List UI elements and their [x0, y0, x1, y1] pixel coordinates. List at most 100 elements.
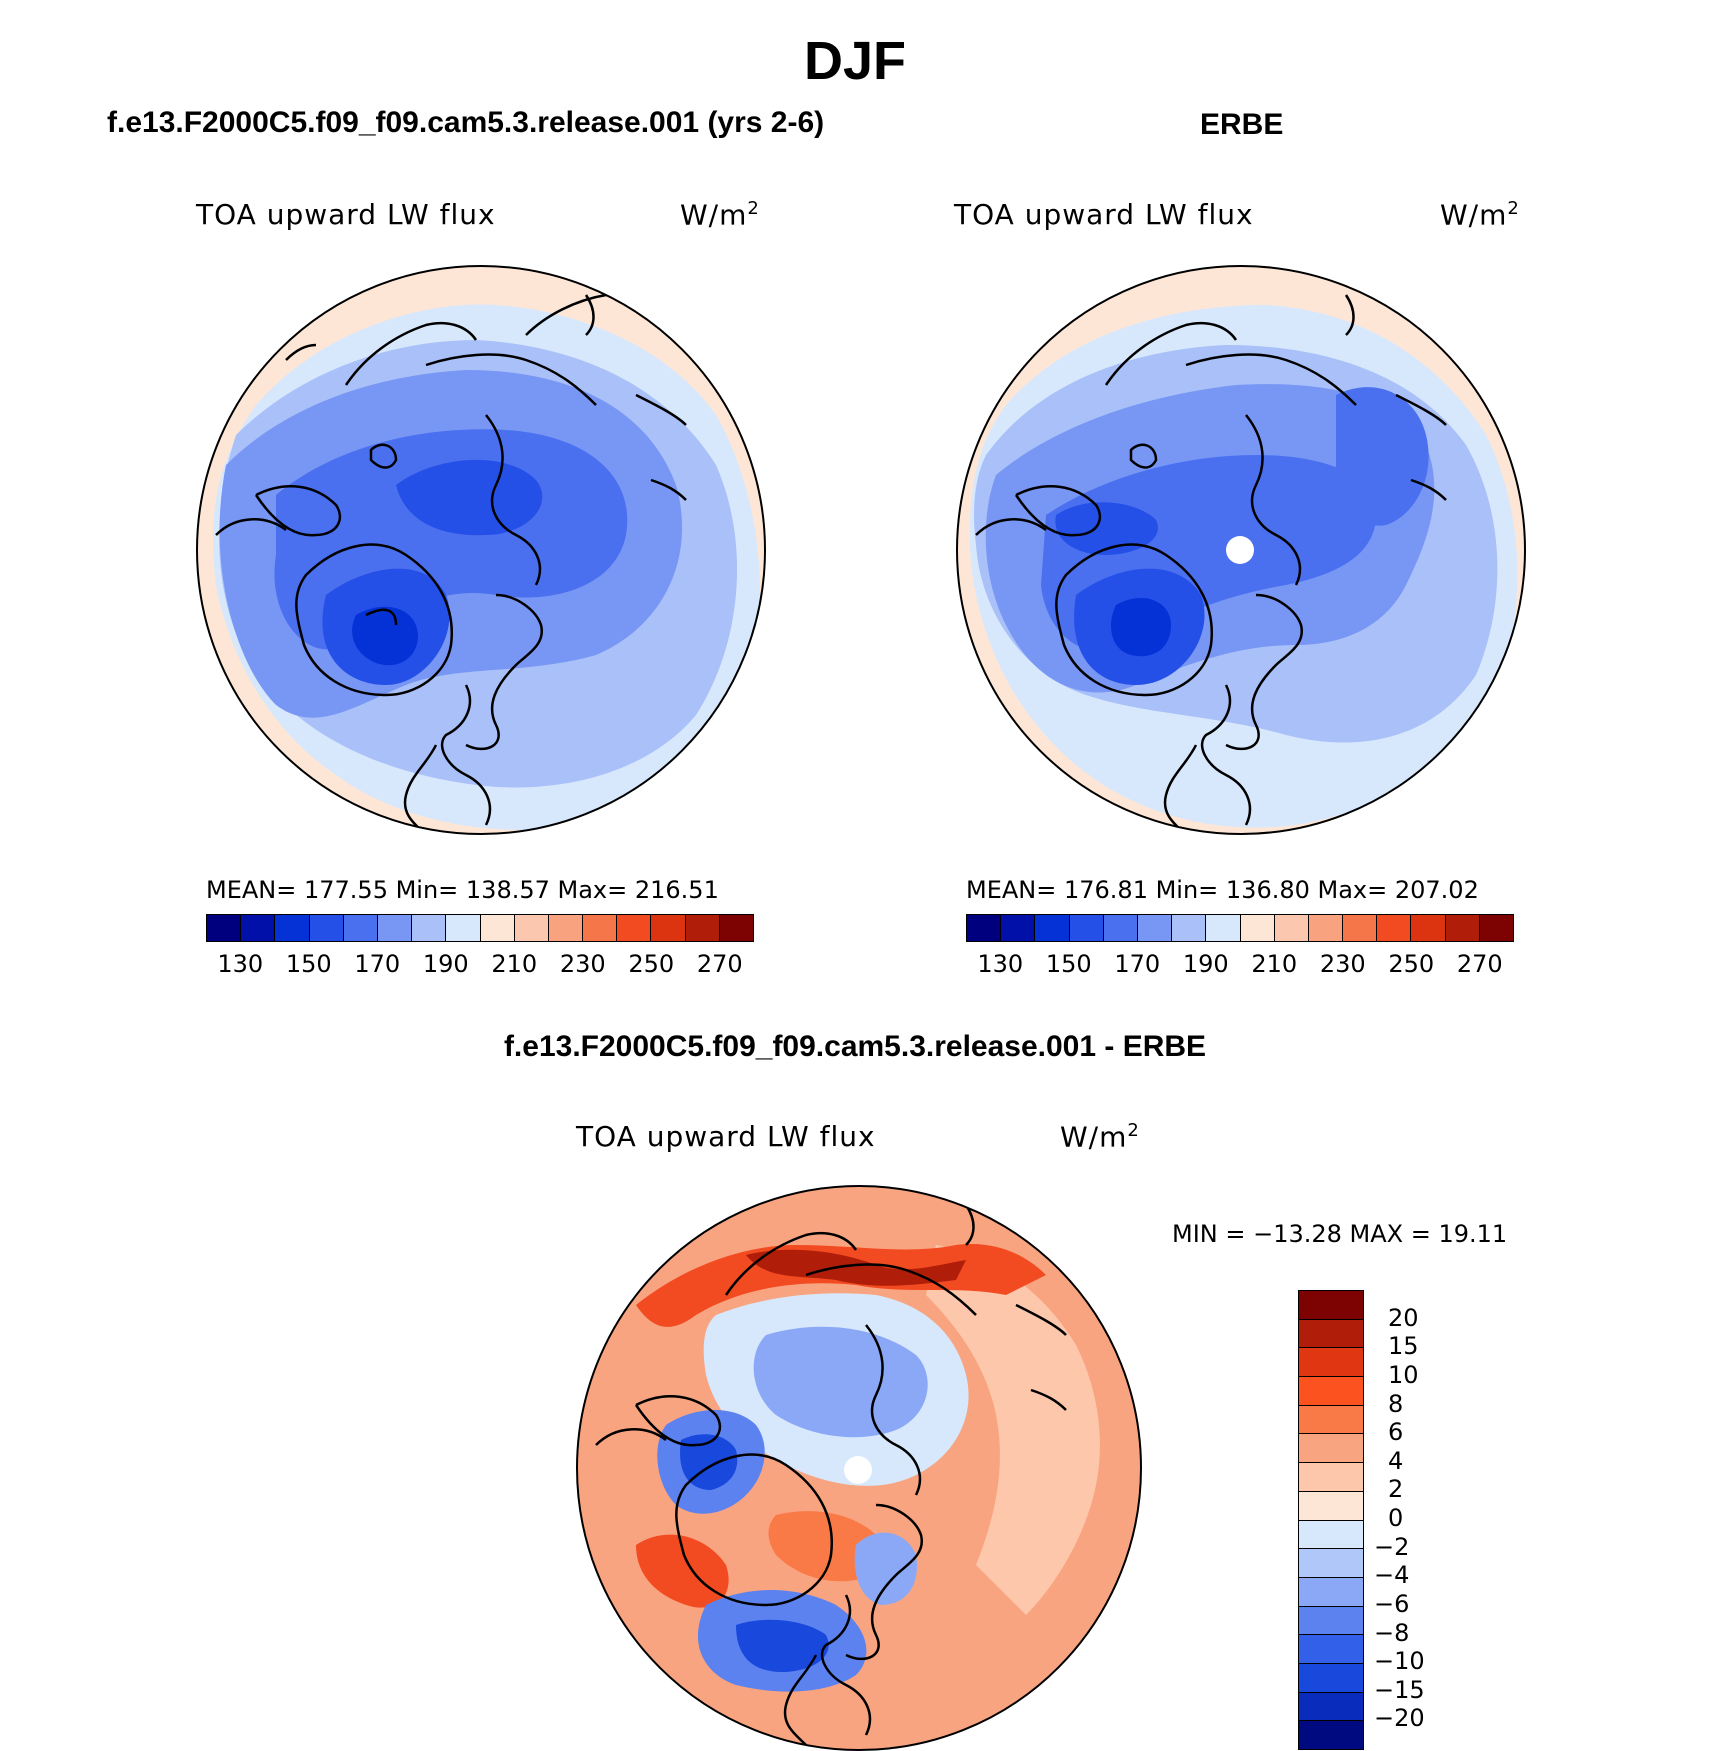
colorbar-tick-label: 150: [285, 950, 332, 978]
colorbar-swatch: [1377, 915, 1412, 941]
contour-greenland-min: [1111, 597, 1171, 657]
colorbar-tick-label: 20: [1388, 1303, 1419, 1332]
colorbar-swatch: [1299, 1348, 1363, 1378]
colorbar-tick-label: −6: [1374, 1589, 1410, 1618]
diff-panel-title: f.e13.F2000C5.f09_f09.cam5.3.release.001…: [503, 1030, 1207, 1063]
obs-colorbar: 130 150 170 190 210 230 250 270: [966, 914, 1514, 982]
colorbar-tick-label: 270: [696, 950, 743, 978]
colorbar-swatch: [1299, 1291, 1363, 1320]
pole-hole: [844, 1456, 872, 1484]
obs-polar-map: [956, 265, 1526, 835]
model-variable-label: TOA upward LW flux: [196, 198, 496, 231]
colorbar-swatch: [1001, 915, 1036, 941]
contour-canadian-low: [1055, 502, 1158, 555]
colorbar-swatch: [1445, 915, 1480, 941]
colorbar-tick-label: −2: [1374, 1532, 1410, 1561]
model-stats: MEAN= 177.55 Min= 138.57 Max= 216.51: [206, 876, 719, 904]
colorbar-swatch: [719, 915, 753, 941]
colorbar-swatch: [1299, 1549, 1363, 1578]
colorbar-swatch: [1206, 915, 1241, 941]
colorbar-tick-label: −20: [1374, 1704, 1425, 1733]
obs-stats: MEAN= 176.81 Min= 136.80 Max= 207.02: [966, 876, 1479, 904]
model-colorbar: 130 150 170 190 210 230 250 270: [206, 914, 754, 982]
colorbar-swatch: [480, 915, 515, 941]
figure-title: DJF: [803, 31, 906, 91]
colorbar-swatch: [1035, 915, 1070, 941]
positive-band-greenland-sea: [768, 1511, 880, 1582]
colorbar-swatch: [207, 915, 242, 941]
colorbar-swatch: [1299, 1491, 1363, 1521]
diff-units-label: W/m2: [1060, 1120, 1140, 1154]
model-units-label: W/m2: [680, 198, 760, 232]
colorbar-swatch: [275, 915, 310, 941]
colorbar-tick-label: 270: [1456, 950, 1503, 978]
colorbar-tick-label: 250: [1388, 950, 1435, 978]
model-polar-map: [196, 265, 766, 835]
colorbar-swatch: [343, 915, 378, 941]
colorbar-swatch: [1299, 1606, 1363, 1636]
positive-band-west: [636, 1534, 729, 1608]
obs-panel-title: ERBE: [1200, 108, 1284, 141]
colorbar-tick-label: 15: [1388, 1332, 1419, 1361]
coastlines: [975, 294, 1447, 834]
colorbar-swatch: [967, 915, 1002, 941]
colorbar-tick-label: 4: [1388, 1446, 1404, 1475]
colorbar-swatch: [1069, 915, 1104, 941]
colorbar-swatch: [651, 915, 686, 941]
colorbar-swatch: [1274, 915, 1309, 941]
colorbar-tick-label: 130: [217, 950, 264, 978]
colorbar-tick-label: −8: [1374, 1618, 1410, 1647]
colorbar-tick-label: 170: [1114, 950, 1161, 978]
colorbar-tick-label: −4: [1374, 1561, 1410, 1590]
diff-stats: MIN = −13.28 MAX = 19.11: [1172, 1220, 1508, 1248]
colorbar-swatch: [1411, 915, 1446, 941]
colorbar-tick-label: 210: [491, 950, 538, 978]
colorbar-swatch: [1299, 1434, 1363, 1464]
colorbar-tick-label: 150: [1045, 950, 1092, 978]
colorbar-tick-label: 230: [559, 950, 606, 978]
colorbar-swatch: [1308, 915, 1344, 941]
colorbar-tick-label: 10: [1388, 1360, 1419, 1389]
colorbar-swatch: [412, 915, 447, 941]
coastlines: [595, 1204, 1067, 1746]
colorbar-tick-label: 230: [1319, 950, 1366, 978]
colorbar-tick-label: 8: [1388, 1389, 1404, 1418]
obs-units-label: W/m2: [1440, 198, 1520, 232]
colorbar-swatch: [1172, 915, 1207, 941]
colorbar-swatches: [206, 914, 754, 942]
colorbar-swatch: [241, 915, 276, 941]
colorbar-swatch: [1137, 915, 1173, 941]
contour-east-low: [1336, 387, 1429, 526]
colorbar-tick-label: 250: [628, 950, 675, 978]
colorbar-tick-label: 0: [1388, 1504, 1404, 1532]
positive-band-north-core: [746, 1249, 966, 1286]
obs-variable-label: TOA upward LW flux: [954, 198, 1254, 231]
colorbar-swatch: [1103, 915, 1138, 941]
colorbar-swatch: [1299, 1520, 1363, 1550]
negative-barents: [854, 1532, 917, 1605]
colorbar-swatch: [1299, 1663, 1363, 1693]
colorbar-swatch: [1479, 915, 1513, 941]
colorbar-swatch: [548, 915, 584, 941]
colorbar-swatches: [1298, 1290, 1364, 1750]
colorbar-ticks: 130 150 170 190 210 230 250 270: [966, 942, 1514, 982]
colorbar-swatch: [1343, 915, 1378, 941]
colorbar-swatch: [617, 915, 652, 941]
diff-variable-label: TOA upward LW flux: [576, 1120, 876, 1153]
colorbar-swatch: [1299, 1405, 1363, 1435]
colorbar-ticks: 20 15 10 8 6 4 2 0 −2 −4 −6 −8 −10 −15 −20: [1374, 1290, 1454, 1748]
colorbar-tick-label: 190: [422, 950, 469, 978]
colorbar-tick-label: 190: [1182, 950, 1229, 978]
colorbar-swatch: [1299, 1377, 1363, 1406]
contour-greenland-min: [352, 606, 418, 666]
colorbar-swatch: [446, 915, 481, 941]
colorbar-tick-label: 6: [1388, 1418, 1404, 1447]
colorbar-tick-label: 210: [1251, 950, 1298, 978]
colorbar-tick-label: 130: [977, 950, 1024, 978]
colorbar-swatch: [685, 915, 720, 941]
negative-atlantic-core: [736, 1619, 829, 1673]
colorbar-swatch: [1299, 1577, 1363, 1607]
colorbar-swatch: [1299, 1692, 1363, 1722]
contour-central-arctic-low: [396, 459, 543, 536]
colorbar-tick-label: 2: [1388, 1475, 1404, 1504]
